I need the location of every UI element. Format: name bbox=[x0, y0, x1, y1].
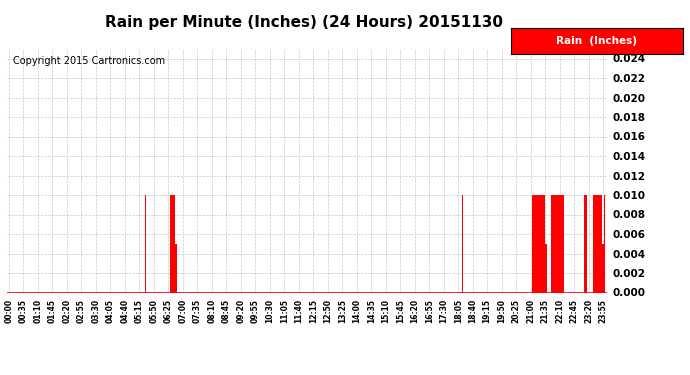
Text: Rain  (Inches): Rain (Inches) bbox=[556, 36, 638, 46]
Text: Copyright 2015 Cartronics.com: Copyright 2015 Cartronics.com bbox=[13, 56, 165, 66]
Text: Rain per Minute (Inches) (24 Hours) 20151130: Rain per Minute (Inches) (24 Hours) 2015… bbox=[105, 15, 502, 30]
